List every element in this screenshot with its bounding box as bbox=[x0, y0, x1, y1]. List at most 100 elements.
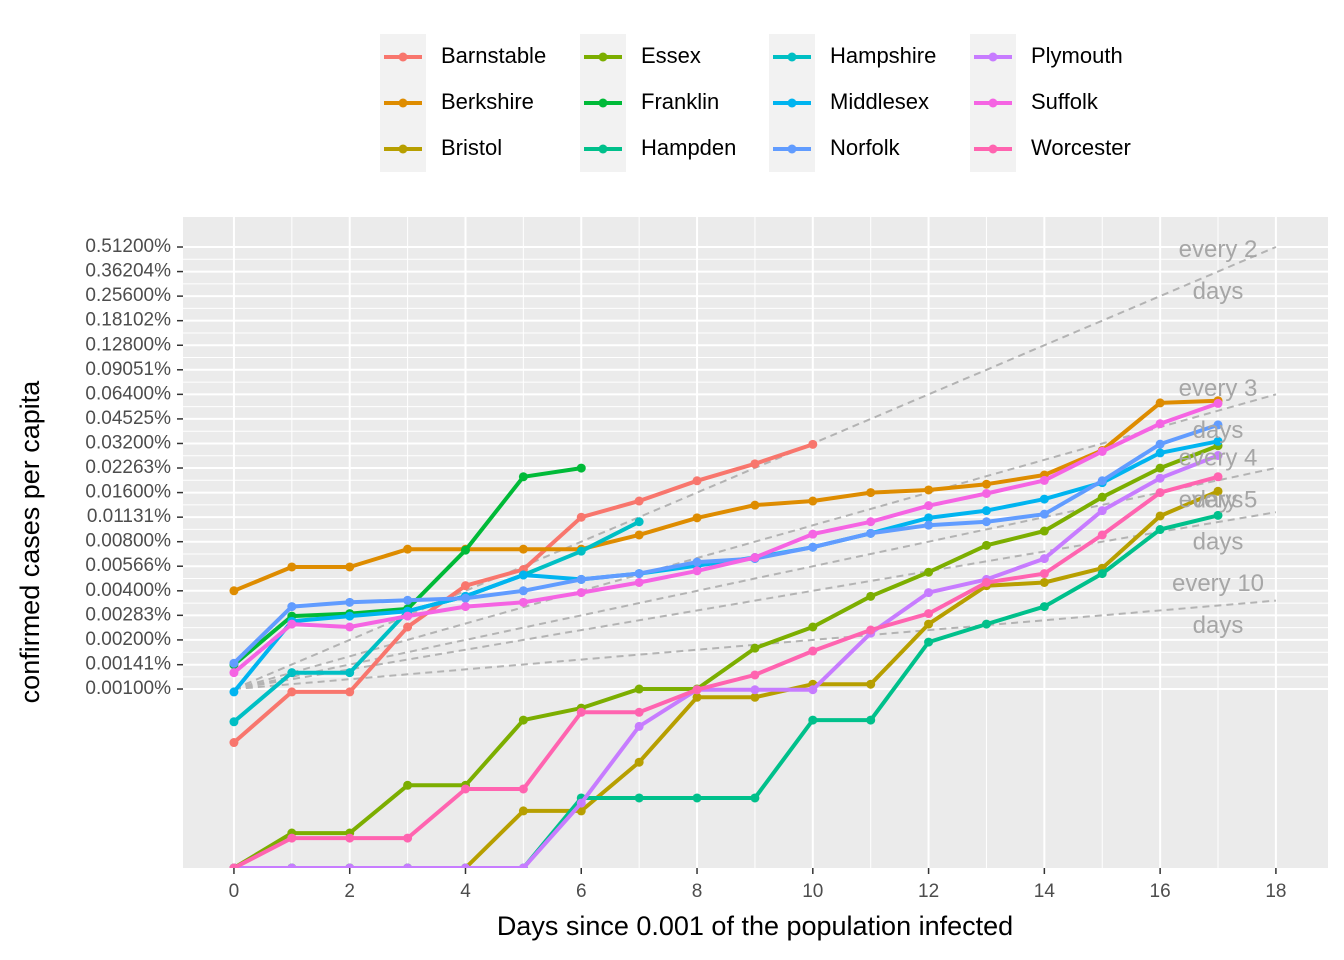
data-point bbox=[750, 793, 760, 803]
data-point bbox=[1039, 475, 1049, 485]
y-tick-label: 0.36204% bbox=[85, 261, 171, 282]
y-tick-label: 0.00800% bbox=[85, 531, 171, 552]
data-point bbox=[634, 757, 644, 767]
data-point bbox=[924, 609, 934, 619]
legend-swatch-point bbox=[598, 52, 608, 62]
data-point bbox=[808, 529, 818, 539]
data-point bbox=[634, 721, 644, 731]
data-point bbox=[750, 643, 760, 653]
x-tick-label: 10 bbox=[802, 881, 823, 902]
data-point bbox=[981, 619, 991, 629]
legend-swatch-point bbox=[398, 144, 408, 154]
y-tick-label: 0.06400% bbox=[85, 383, 171, 404]
data-point bbox=[692, 513, 702, 523]
legend-swatch-point bbox=[398, 98, 408, 108]
data-point bbox=[924, 619, 934, 629]
data-point bbox=[866, 679, 876, 689]
data-point bbox=[1039, 526, 1049, 536]
data-point bbox=[634, 707, 644, 717]
y-tick-label: 0.00141% bbox=[85, 654, 171, 675]
data-point bbox=[981, 479, 991, 489]
data-point bbox=[1039, 577, 1049, 587]
data-point bbox=[1039, 494, 1049, 504]
data-point bbox=[576, 798, 586, 808]
data-point bbox=[1213, 398, 1223, 408]
legend-label: Suffolk bbox=[1031, 89, 1099, 114]
data-point bbox=[345, 863, 355, 868]
data-point bbox=[981, 540, 991, 550]
y-tick-label: 0.02263% bbox=[85, 457, 171, 478]
reference-label: days bbox=[1193, 278, 1244, 305]
data-point bbox=[229, 738, 239, 748]
data-point bbox=[403, 611, 413, 621]
legend-label: Plymouth bbox=[1031, 43, 1123, 68]
legend-label: Hampden bbox=[641, 135, 736, 160]
data-point bbox=[1155, 398, 1165, 408]
reference-label: every 3 bbox=[1179, 375, 1258, 402]
data-point bbox=[866, 625, 876, 635]
data-point bbox=[403, 622, 413, 632]
data-point bbox=[518, 784, 528, 794]
data-point bbox=[1097, 492, 1107, 502]
x-tick-label: 12 bbox=[918, 881, 939, 902]
data-point bbox=[1213, 472, 1223, 482]
data-point bbox=[1097, 530, 1107, 540]
data-point bbox=[576, 707, 586, 717]
data-point bbox=[576, 588, 586, 598]
plot-layer bbox=[229, 246, 1277, 868]
data-point bbox=[1097, 506, 1107, 516]
reference-label: every 5 bbox=[1179, 486, 1258, 513]
y-tick-label: 0.09051% bbox=[85, 359, 171, 380]
legend-label: Worcester bbox=[1031, 135, 1131, 160]
data-point bbox=[345, 668, 355, 678]
data-point bbox=[981, 488, 991, 498]
data-point bbox=[750, 553, 760, 563]
data-point bbox=[345, 597, 355, 607]
data-point bbox=[460, 545, 470, 555]
data-point bbox=[634, 577, 644, 587]
data-point bbox=[808, 646, 818, 656]
data-point bbox=[1155, 439, 1165, 449]
data-point bbox=[692, 476, 702, 486]
data-point bbox=[1213, 451, 1223, 461]
data-point bbox=[981, 577, 991, 587]
data-point bbox=[518, 806, 528, 816]
data-point bbox=[634, 684, 644, 694]
data-point bbox=[924, 520, 934, 530]
data-point bbox=[345, 833, 355, 843]
x-tick-label: 16 bbox=[1150, 881, 1171, 902]
data-point bbox=[345, 611, 355, 621]
reference-label: days bbox=[1193, 528, 1244, 555]
y-tick-label: 0.00200% bbox=[85, 629, 171, 650]
data-point bbox=[808, 439, 818, 449]
data-point bbox=[460, 784, 470, 794]
series-line bbox=[233, 513, 1219, 868]
x-tick-label: 4 bbox=[460, 881, 471, 902]
y-tick-label: 0.00100% bbox=[85, 678, 171, 699]
data-point bbox=[287, 833, 297, 843]
data-point bbox=[1097, 476, 1107, 486]
data-point bbox=[1097, 446, 1107, 456]
legend-swatch-point bbox=[398, 52, 408, 62]
data-point bbox=[576, 546, 586, 556]
data-point bbox=[866, 591, 876, 601]
x-tick-label: 8 bbox=[692, 881, 703, 902]
data-point bbox=[692, 566, 702, 576]
legend-swatch-point bbox=[598, 98, 608, 108]
y-tick-label: 0.01131% bbox=[87, 506, 171, 527]
data-point bbox=[460, 863, 470, 868]
legend-label: Berkshire bbox=[441, 89, 534, 114]
data-point bbox=[1213, 420, 1223, 430]
data-point bbox=[460, 593, 470, 603]
series-line bbox=[233, 453, 1219, 868]
reference-label: days bbox=[1193, 487, 1244, 514]
legend-label: Franklin bbox=[641, 89, 719, 114]
data-point bbox=[692, 685, 702, 695]
data-point bbox=[924, 588, 934, 598]
data-point bbox=[287, 619, 297, 629]
data-point bbox=[403, 780, 413, 790]
data-point bbox=[1097, 569, 1107, 579]
series-line bbox=[232, 474, 1219, 868]
x-tick-label: 18 bbox=[1265, 881, 1286, 902]
data-point bbox=[287, 562, 297, 572]
